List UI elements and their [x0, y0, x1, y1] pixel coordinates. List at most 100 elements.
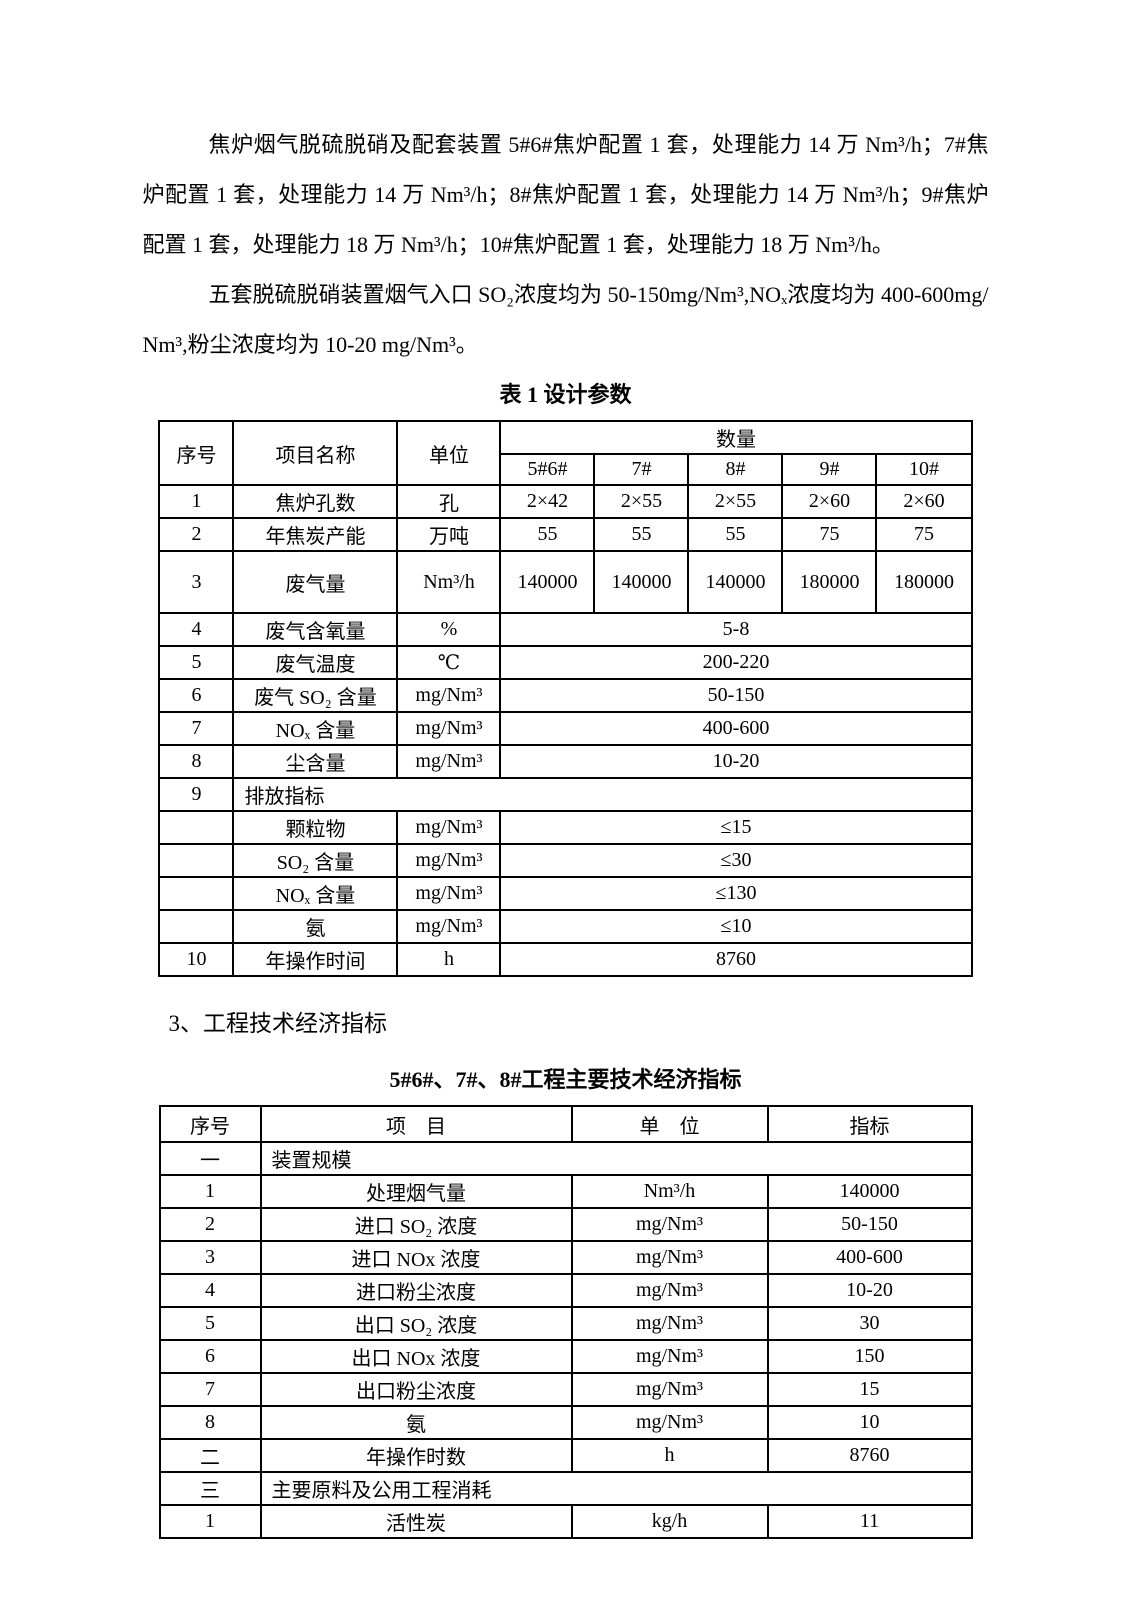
table1-header-quantity: 数量: [499, 420, 973, 455]
table1-cell-unit: 孔: [396, 484, 502, 519]
table1-cell-name: 氨: [232, 909, 399, 944]
table1-row: 1 焦炉孔数孔 2×42 2×55 2×55 2×60 2×60: [158, 484, 973, 519]
table1-row: 6 废气 SO₂ 含量 mg/Nm³ 50-150: [158, 678, 973, 713]
table1-cell-value-0: 140000: [499, 550, 596, 614]
table2-cell-value: 50-150: [766, 1207, 973, 1242]
table1-cell-no: 10: [158, 942, 235, 977]
table1-cell-no: [158, 909, 235, 944]
table1-cell-name: SO₂ 含量: [232, 843, 399, 878]
table1-row: SO₂ 含量 mg/Nm³ ≤30: [158, 843, 973, 878]
table1-cell-value-4: 180000: [875, 550, 973, 614]
table2-cell-unit: mg/Nm³: [570, 1306, 769, 1341]
table1-cell-value-0: 2×42: [499, 484, 596, 519]
table2-cell-no: 1: [158, 1174, 262, 1209]
table2-row: 一装置规模: [158, 1141, 973, 1176]
table1-cell-unit: mg/Nm³: [396, 843, 502, 878]
table1-cell-value-1: 55: [593, 517, 690, 552]
table1-row: 颗粒物 mg/Nm³ ≤15: [158, 810, 973, 845]
table2-cell-unit: h: [570, 1438, 769, 1473]
table2-cell-value: 150: [766, 1339, 973, 1374]
table1-cell-value-2: 55: [687, 517, 784, 552]
table1-cell-unit: Nm³/h: [396, 550, 502, 614]
table1-cell-value-2: 2×55: [687, 484, 784, 519]
table1-cell-unit: h: [396, 942, 502, 977]
table1-cell-value-3: 180000: [781, 550, 878, 614]
table1-cell-value: 200-220: [499, 645, 973, 680]
table1-cell-value-3: 2×60: [781, 484, 878, 519]
table2-cell-unit: mg/Nm³: [570, 1240, 769, 1275]
table2-cell-name: 进口粉尘浓度: [259, 1273, 573, 1308]
table1-cell-name: 颗粒物: [232, 810, 399, 845]
table2-cell-no: 8: [158, 1405, 262, 1440]
table1-header-row-1: 序号 项目名称 单位 数量: [158, 420, 973, 486]
table1-cell-value: ≤130: [499, 876, 973, 911]
table2-cell-name: 出口 SO₂ 浓度: [259, 1306, 573, 1341]
table1-cell-no: [158, 876, 235, 911]
table2-cell-no: 7: [158, 1372, 262, 1407]
table1-cell-unit: 万吨: [396, 517, 502, 552]
table1-cell-value: 8760: [499, 942, 973, 977]
table1-subheader-5-6: 5#6#: [499, 453, 596, 486]
table2-cell-no: 3: [158, 1240, 262, 1275]
table1-cell-value: 400-600: [499, 711, 973, 746]
table1-cell-no: 3: [158, 550, 235, 614]
table2-cell-name: 装置规模: [259, 1141, 973, 1176]
table1-row: 2 年焦炭产能 万吨 55 55 55 75 75: [158, 517, 973, 552]
table1-cell-value: 5-8: [499, 612, 973, 647]
table2-row: 5 出口 SO₂ 浓度 mg/Nm³ 30: [158, 1306, 973, 1341]
table2-cell-unit: kg/h: [570, 1504, 769, 1539]
table2-cell-name: 活性炭: [259, 1504, 573, 1539]
table1-row: 8 尘含量 mg/Nm³ 10-20: [158, 744, 973, 779]
table1-row: NOₓ 含量 mg/Nm³ ≤130: [158, 876, 973, 911]
table2-cell-name: 进口 NOx 浓度: [259, 1240, 573, 1275]
table1-cell-unit: mg/Nm³: [396, 711, 502, 746]
table2-cell-unit: mg/Nm³: [570, 1207, 769, 1242]
table1-cell-value: 50-150: [499, 678, 973, 713]
table1-subheader-9: 9#: [781, 453, 878, 486]
table1-title: 表 1 设计参数: [499, 382, 632, 407]
table1-cell-name: 年操作时间: [232, 942, 399, 977]
paragraph-capacity: 焦炉烟气脱硫脱硝及配套装置 5#6#焦炉配置 1 套，处理能力 14 万 Nm³…: [142, 132, 989, 257]
table2-header-row: 序号 项 目 单 位 指标: [158, 1105, 973, 1143]
table1-header-row-2: 5#6# 7# 8# 9# 10#: [159, 453, 973, 486]
table1-cell-no: 8: [158, 744, 235, 779]
table1-header-name: 项目名称: [232, 420, 399, 486]
table2-cell-no: 二: [158, 1438, 262, 1473]
table1-row: 10 年操作时间 h 8760: [158, 942, 973, 977]
table1-cell-value-1: 140000: [593, 550, 690, 614]
table1-header-unit: 单位: [396, 420, 502, 486]
table1-cell-name: 废气量: [232, 550, 399, 614]
table2-cell-unit: mg/Nm³: [570, 1339, 769, 1374]
table2-cell-name: 年操作时数: [259, 1438, 573, 1473]
table2-header-indicator: 指标: [766, 1105, 973, 1143]
table2-cell-value: 10: [766, 1405, 973, 1440]
table2-cell-unit: Nm³/h: [570, 1174, 769, 1209]
table1-cell-no: 1: [158, 484, 235, 519]
table2-row: 8 氨 mg/Nm³ 10: [158, 1405, 973, 1440]
table1-cell-name: NOₓ 含量: [232, 711, 399, 746]
table2-header-no: 序号: [158, 1105, 262, 1143]
table2-header-item: 项 目: [259, 1105, 573, 1143]
table1-cell-name: 废气含氧量: [232, 612, 399, 647]
table1-cell-value: 10-20: [499, 744, 973, 779]
table1-cell-unit: mg/Nm³: [396, 678, 502, 713]
table2-row: 二年操作时数 h 8760: [158, 1438, 973, 1473]
paragraph-concentrations: 五套脱硫脱硝装置烟气入口 SO₂浓度均为 50-150mg/Nm³,NOₓ浓度均…: [142, 282, 989, 357]
table1-cell-no: 9: [158, 777, 235, 812]
table2-cell-value: 10-20: [766, 1273, 973, 1308]
table2-cell-name: 氨: [259, 1405, 573, 1440]
table1-row: 9 排放指标: [158, 777, 973, 812]
table2-row: 2 进口 SO₂ 浓度 mg/Nm³ 50-150: [158, 1207, 973, 1242]
table1-cell-no: [158, 843, 235, 878]
table2-cell-no: 1: [158, 1504, 262, 1539]
table1-row: 4 废气含氧量% 5-8: [158, 612, 973, 647]
table1-subheader-10: 10#: [875, 453, 973, 486]
table1-cell-value-3: 75: [781, 517, 878, 552]
table1-row: 5 废气温度 ℃ 200-220: [158, 645, 973, 680]
table2-cell-value: 15: [766, 1372, 973, 1407]
table1-row: 氨 mg/Nm³ ≤10: [158, 909, 973, 944]
table2-cell-no: 一: [158, 1141, 262, 1176]
table2-row: 1 活性炭 kg/h 11: [158, 1504, 973, 1539]
table1-cell-value-0: 55: [499, 517, 596, 552]
